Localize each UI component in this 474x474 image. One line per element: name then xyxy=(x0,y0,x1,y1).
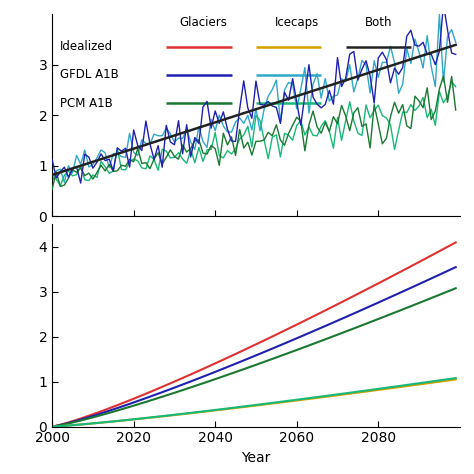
Text: GFDL A1B: GFDL A1B xyxy=(60,68,119,82)
X-axis label: Year: Year xyxy=(241,451,271,465)
Text: Glaciers: Glaciers xyxy=(179,16,227,29)
Text: Icecaps: Icecaps xyxy=(274,16,319,29)
Text: Both: Both xyxy=(365,16,392,29)
Text: Idealized: Idealized xyxy=(60,40,113,53)
Text: PCM A1B: PCM A1B xyxy=(60,97,113,109)
